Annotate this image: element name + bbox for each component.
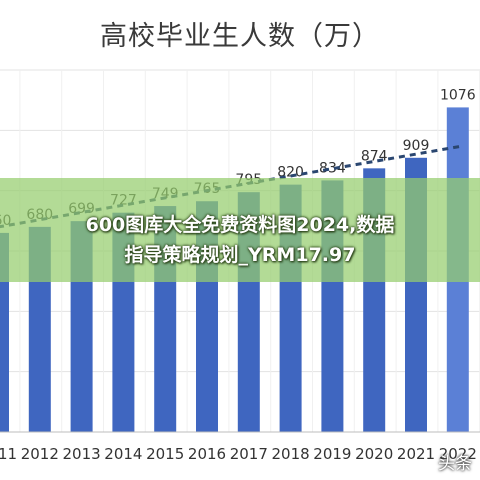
x-tick-2013: 2013 bbox=[63, 445, 101, 463]
promo-line-1: 600图库大全免费资料图2024,数据 bbox=[85, 214, 395, 236]
x-tick-2014: 2014 bbox=[104, 445, 142, 463]
watermark-text: 头条 bbox=[438, 454, 472, 474]
x-tick-2011: 2011 bbox=[0, 445, 17, 463]
x-tick-2020: 2020 bbox=[355, 445, 393, 463]
data-label-2020: 874 bbox=[361, 148, 388, 164]
promo-line-2: 指导策略规划_YRM17.97 bbox=[124, 244, 356, 266]
x-tick-2016: 2016 bbox=[188, 445, 226, 463]
data-label-2022: 1076 bbox=[440, 87, 476, 103]
x-tick-2018: 2018 bbox=[272, 445, 310, 463]
x-tick-2012: 2012 bbox=[21, 445, 59, 463]
chart-title: 高校毕业生人数（万） bbox=[100, 21, 380, 52]
data-label-2021: 909 bbox=[403, 138, 430, 154]
bar-2011 bbox=[0, 232, 9, 432]
promo-banner-text: 600图库大全免费资料图2024,数据 指导策略规划_YRM17.97 bbox=[0, 210, 480, 270]
data-label-2019: 834 bbox=[319, 160, 346, 176]
x-tick-2019: 2019 bbox=[313, 445, 351, 463]
promo-banner bbox=[0, 178, 480, 282]
x-tick-2017: 2017 bbox=[230, 445, 268, 463]
x-tick-2015: 2015 bbox=[146, 445, 184, 463]
x-tick-2022: 2022 bbox=[439, 445, 477, 463]
x-tick-2021: 2021 bbox=[397, 445, 435, 463]
